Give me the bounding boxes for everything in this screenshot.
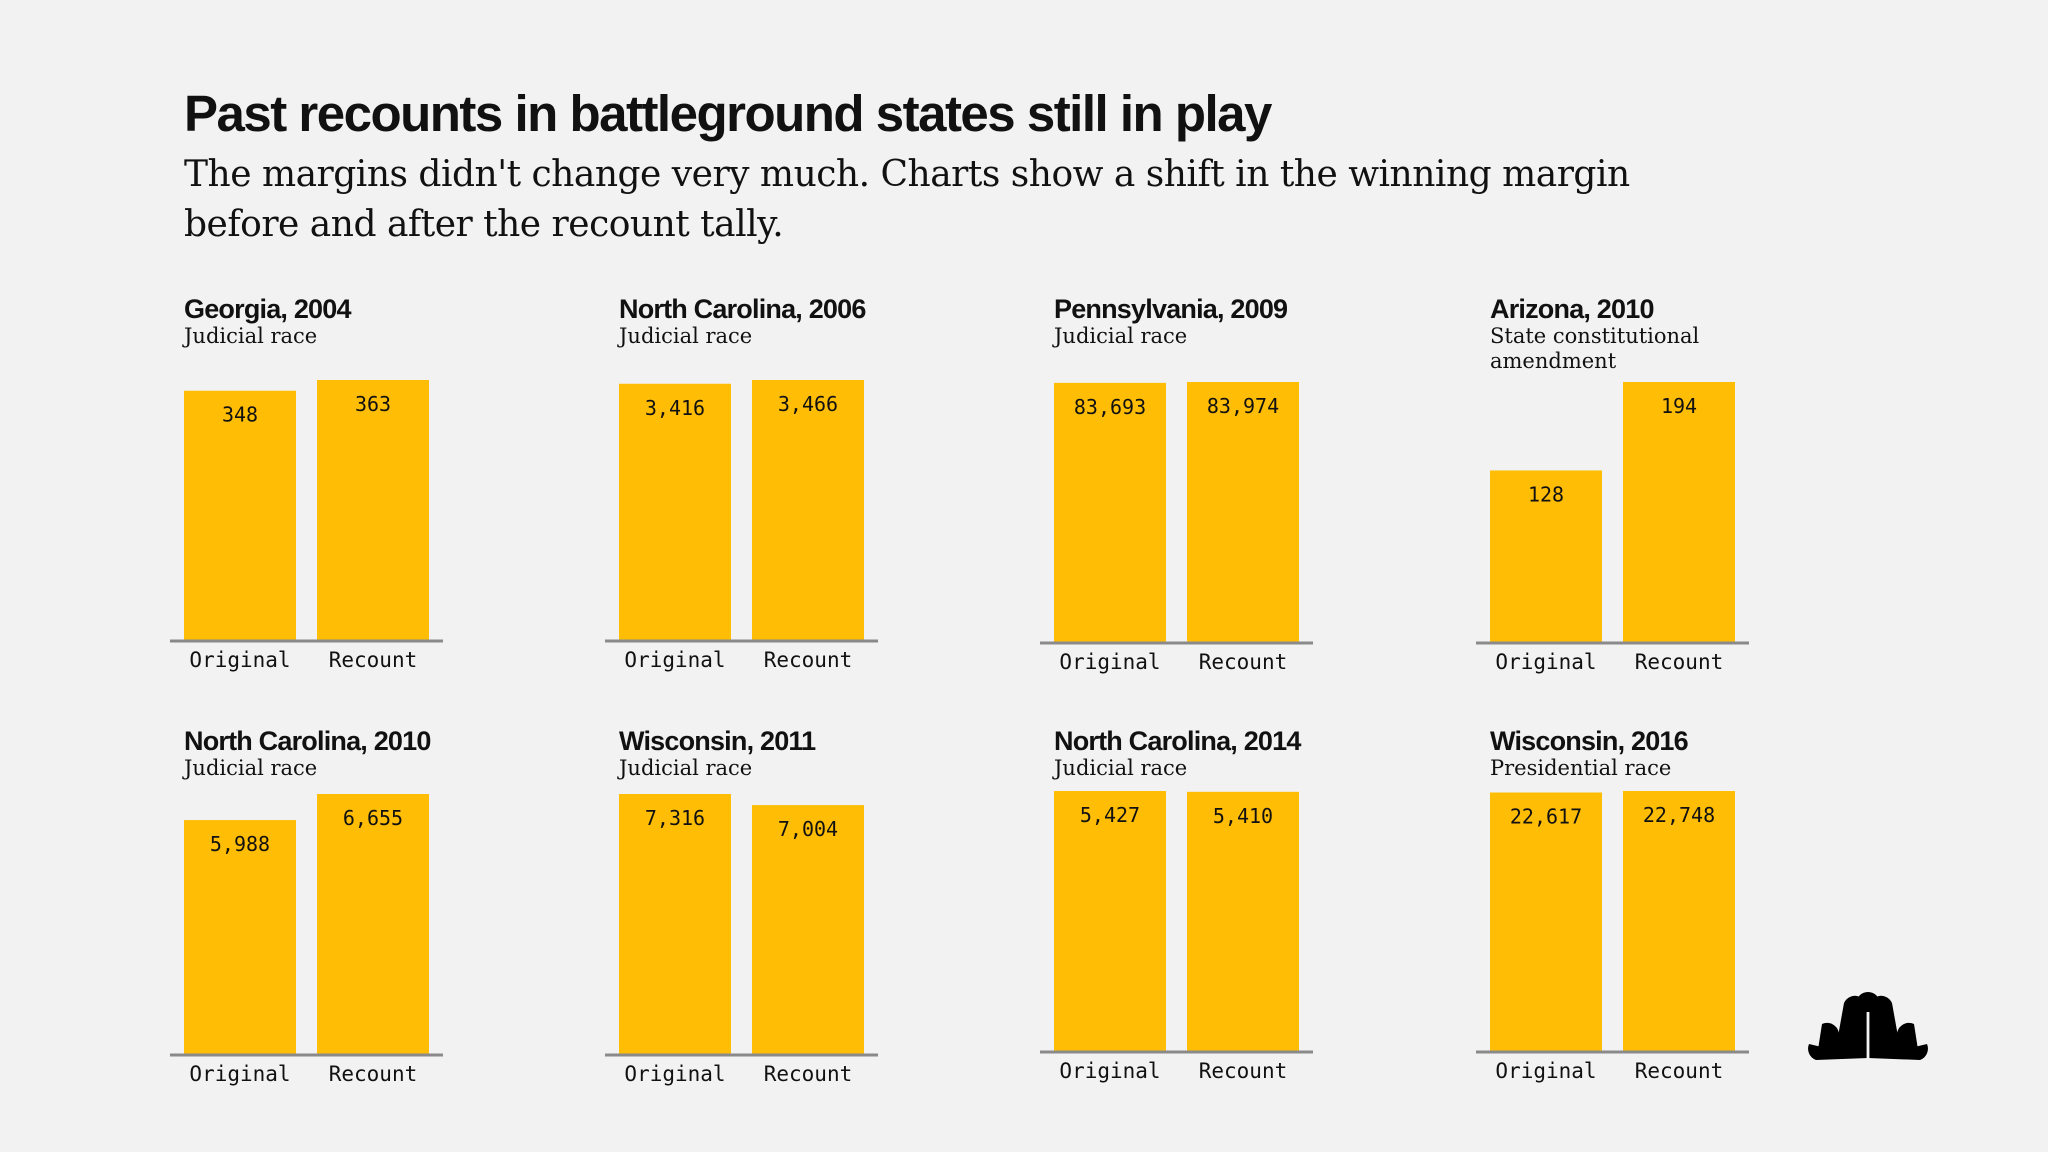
chart-panel-wisconsin-2011: Wisconsin, 2011 Judicial race 7,316 Origi… (605, 724, 919, 1124)
chart-title: North Carolina, 2014 (1054, 726, 1301, 756)
data-label: 194 (1661, 394, 1697, 418)
category-label: Recount (329, 648, 418, 672)
chart-subtitle: Judicial race (1054, 756, 1188, 780)
data-label: 5,988 (210, 832, 270, 856)
bar-original (619, 794, 731, 1054)
chart-panel-north-carolina-2006: North Carolina, 2006 Judicial race 3,416… (605, 292, 919, 692)
data-label: 7,316 (645, 806, 705, 830)
chart-panel-arizona-2010: Arizona, 2010 State constitutional amend… (1476, 292, 1790, 692)
bar-original (1054, 791, 1166, 1051)
bar-original (1054, 382, 1166, 642)
bar-recount (752, 805, 864, 1054)
category-label: Recount (1635, 650, 1724, 674)
chart-title: North Carolina, 2006 (619, 294, 866, 324)
chart-subtitle: Judicial race (1054, 324, 1188, 348)
bar-original (619, 383, 731, 640)
category-label: Original (624, 648, 725, 672)
category-label: Original (1495, 650, 1596, 674)
bar-chart: 22,617 Original 22,748 Recount (1476, 791, 1749, 1083)
page-title: Past recounts in battleground states sti… (184, 85, 1272, 142)
bar-chart: 83,693 Original 83,974 Recount (1040, 382, 1313, 674)
chart-subtitle: Judicial race (184, 756, 318, 780)
bar-chart: 5,427 Original 5,410 Recount (1040, 791, 1313, 1083)
category-label: Original (624, 1062, 725, 1086)
bar-recount (752, 380, 864, 640)
bar-recount (317, 380, 429, 640)
bar-recount (1187, 382, 1299, 642)
chart-panel-north-carolina-2010: North Carolina, 2010 Judicial race 5,988… (170, 724, 484, 1124)
chart-subtitle: Presidential race (1490, 756, 1672, 780)
category-label: Recount (764, 1062, 853, 1086)
category-label: Original (1059, 650, 1160, 674)
chart-panel-pennsylvania-2009: Pennsylvania, 2009 Judicial race 83,693 O… (1040, 292, 1354, 692)
chart-panel-wisconsin-2016: Wisconsin, 2016 Presidential race 22,617… (1476, 724, 1790, 1124)
chart-panel-north-carolina-2014: North Carolina, 2014 Judicial race 5,427… (1040, 724, 1354, 1124)
chart-subtitle: State constitutional amendment (1490, 324, 1700, 373)
category-label: Original (1059, 1059, 1160, 1083)
data-label: 83,693 (1074, 395, 1146, 419)
category-label: Recount (764, 648, 853, 672)
data-label: 7,004 (778, 817, 838, 841)
category-label: Original (189, 648, 290, 672)
bar-chart: 128 Original 194 Recount (1476, 382, 1749, 674)
data-label: 5,427 (1080, 803, 1140, 827)
data-label: 22,748 (1643, 803, 1715, 827)
data-label: 83,974 (1207, 394, 1279, 418)
bar-chart: 7,316 Original 7,004 Recount (605, 794, 878, 1086)
bar-recount (1187, 791, 1299, 1051)
data-label: 363 (355, 392, 391, 416)
bar-chart: 348 Original 363 Recount (170, 380, 443, 672)
chart-title: Pennsylvania, 2009 (1054, 294, 1288, 324)
data-label: 3,416 (645, 396, 705, 420)
category-label: Recount (1635, 1059, 1724, 1083)
category-label: Recount (329, 1062, 418, 1086)
category-label: Recount (1199, 1059, 1288, 1083)
chart-panel-georgia-2004: Georgia, 2004 Judicial race 348 Original 3… (170, 292, 484, 692)
bar-recount (1623, 791, 1735, 1051)
chart-title: Georgia, 2004 (184, 294, 352, 324)
data-label: 3,466 (778, 392, 838, 416)
chart-subtitle: Judicial race (619, 756, 753, 780)
bar-chart: 3,416 Original 3,466 Recount (605, 380, 878, 672)
bar-original (1490, 470, 1602, 642)
bar-recount (317, 794, 429, 1054)
bar-original (1490, 792, 1602, 1051)
bar-original (184, 390, 296, 640)
chart-title: Wisconsin, 2016 (1490, 726, 1689, 756)
category-label: Original (1495, 1059, 1596, 1083)
page-subtitle: The margins didn't change very much. Cha… (184, 154, 1630, 245)
chart-title: Arizona, 2010 (1490, 294, 1654, 324)
bar-original (184, 820, 296, 1054)
data-label: 6,655 (343, 806, 403, 830)
data-label: 348 (222, 403, 258, 427)
peacock-logo-icon (1808, 992, 1928, 1060)
category-label: Recount (1199, 650, 1288, 674)
chart-title: North Carolina, 2010 (184, 726, 431, 756)
bar-recount (1623, 382, 1735, 642)
data-label: 5,410 (1213, 804, 1273, 828)
data-label: 128 (1528, 482, 1564, 506)
category-label: Original (189, 1062, 290, 1086)
bar-chart: 5,988 Original 6,655 Recount (170, 794, 443, 1086)
data-label: 22,617 (1510, 804, 1582, 828)
chart-title: Wisconsin, 2011 (619, 726, 816, 756)
chart-subtitle: Judicial race (619, 324, 753, 348)
chart-subtitle: Judicial race (184, 324, 318, 348)
